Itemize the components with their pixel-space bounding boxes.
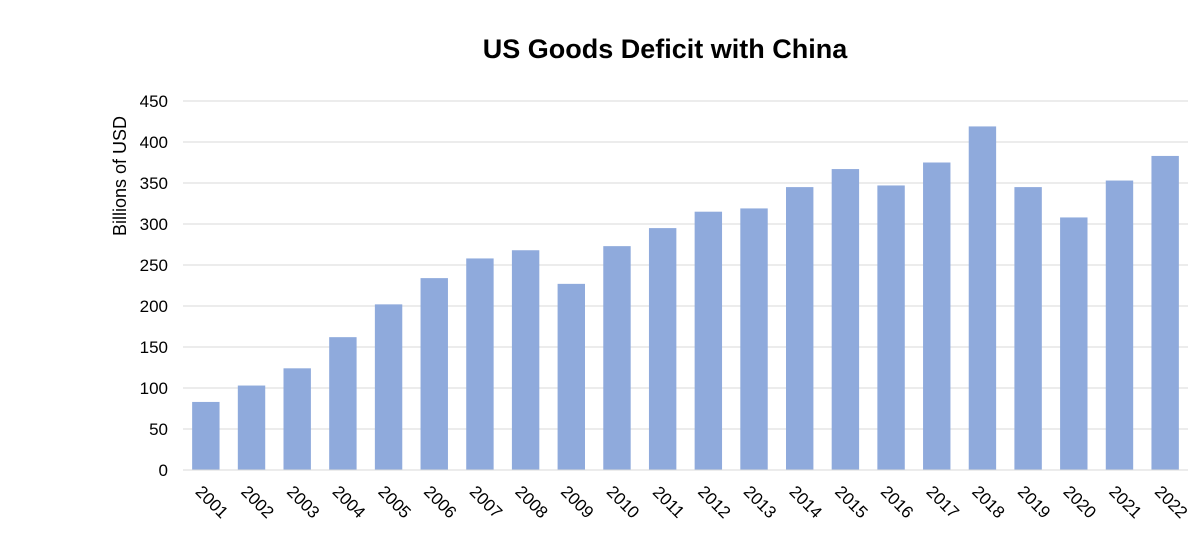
bar-2021: [1105, 180, 1134, 471]
bars: [192, 126, 1179, 471]
bar-2006: [420, 278, 448, 470]
x-tick-label: 2003: [283, 482, 323, 522]
bar-2022: [1151, 155, 1179, 470]
x-tick-label: 2022: [1151, 482, 1191, 522]
bar-2008: [511, 250, 540, 470]
bar-2009: [557, 283, 585, 470]
x-tick-label: 2019: [1014, 482, 1054, 522]
bar-2017: [923, 162, 951, 470]
x-tick-label: 2017: [923, 482, 963, 522]
y-tick-label: 300: [140, 215, 168, 234]
y-axis-label: Billions of USD: [110, 116, 130, 236]
bar-2004: [329, 337, 357, 470]
y-tick-label: 100: [140, 379, 168, 398]
bar-2003: [283, 368, 311, 470]
bar-2012: [694, 211, 723, 470]
x-tick-label: 2007: [466, 482, 506, 522]
y-tick-label: 250: [140, 256, 168, 275]
x-axis-ticks: 2001 2002 2003 2004 2005 2006 2007 2008 2009 2010…: [192, 482, 1192, 522]
x-tick-label: 2010: [603, 482, 643, 522]
bar-2007: [466, 258, 494, 470]
x-tick-label: 2001: [192, 482, 232, 522]
bar-2020: [1060, 217, 1088, 470]
y-tick-label: 350: [140, 174, 168, 193]
y-tick-label: 0: [159, 461, 168, 480]
x-tick-label: 2009: [557, 482, 597, 522]
x-tick-label: 2005: [374, 482, 414, 522]
bar-2019: [1014, 187, 1042, 470]
x-tick-label: 2002: [237, 482, 277, 522]
y-tick-label: 50: [149, 420, 168, 439]
x-tick-label: 2015: [831, 482, 871, 522]
x-tick-label: 2018: [968, 482, 1008, 522]
x-tick-label: 2016: [877, 482, 917, 522]
bar-2016: [877, 185, 905, 470]
x-tick-label: 2012: [694, 482, 734, 522]
bar-2013: [740, 208, 768, 471]
bar-2001: [192, 401, 220, 470]
bar-2005: [374, 304, 403, 470]
x-tick-label: 2011: [649, 482, 688, 521]
x-tick-label: 2004: [329, 482, 369, 522]
y-axis-ticks: 0 50 100 150 200 250 300 350 400 450: [140, 92, 168, 480]
x-tick-label: 2013: [740, 482, 780, 522]
x-tick-label: 2021: [1105, 482, 1145, 522]
x-tick-label: 2014: [786, 482, 826, 522]
bar-2002: [237, 385, 266, 470]
y-tick-label: 150: [140, 338, 168, 357]
x-tick-label: 2006: [420, 482, 460, 522]
x-tick-label: 2020: [1060, 482, 1100, 522]
bar-2018: [968, 126, 997, 471]
bar-2010: [603, 246, 631, 470]
y-tick-label: 200: [140, 297, 168, 316]
bar-2015: [831, 169, 860, 470]
bar-2014: [786, 187, 814, 470]
x-tick-label: 2008: [511, 482, 551, 522]
bar-2011: [648, 228, 677, 470]
chart-title: US Goods Deficit with China: [482, 34, 848, 64]
y-tick-label: 400: [140, 133, 168, 152]
y-tick-label: 450: [140, 92, 168, 111]
